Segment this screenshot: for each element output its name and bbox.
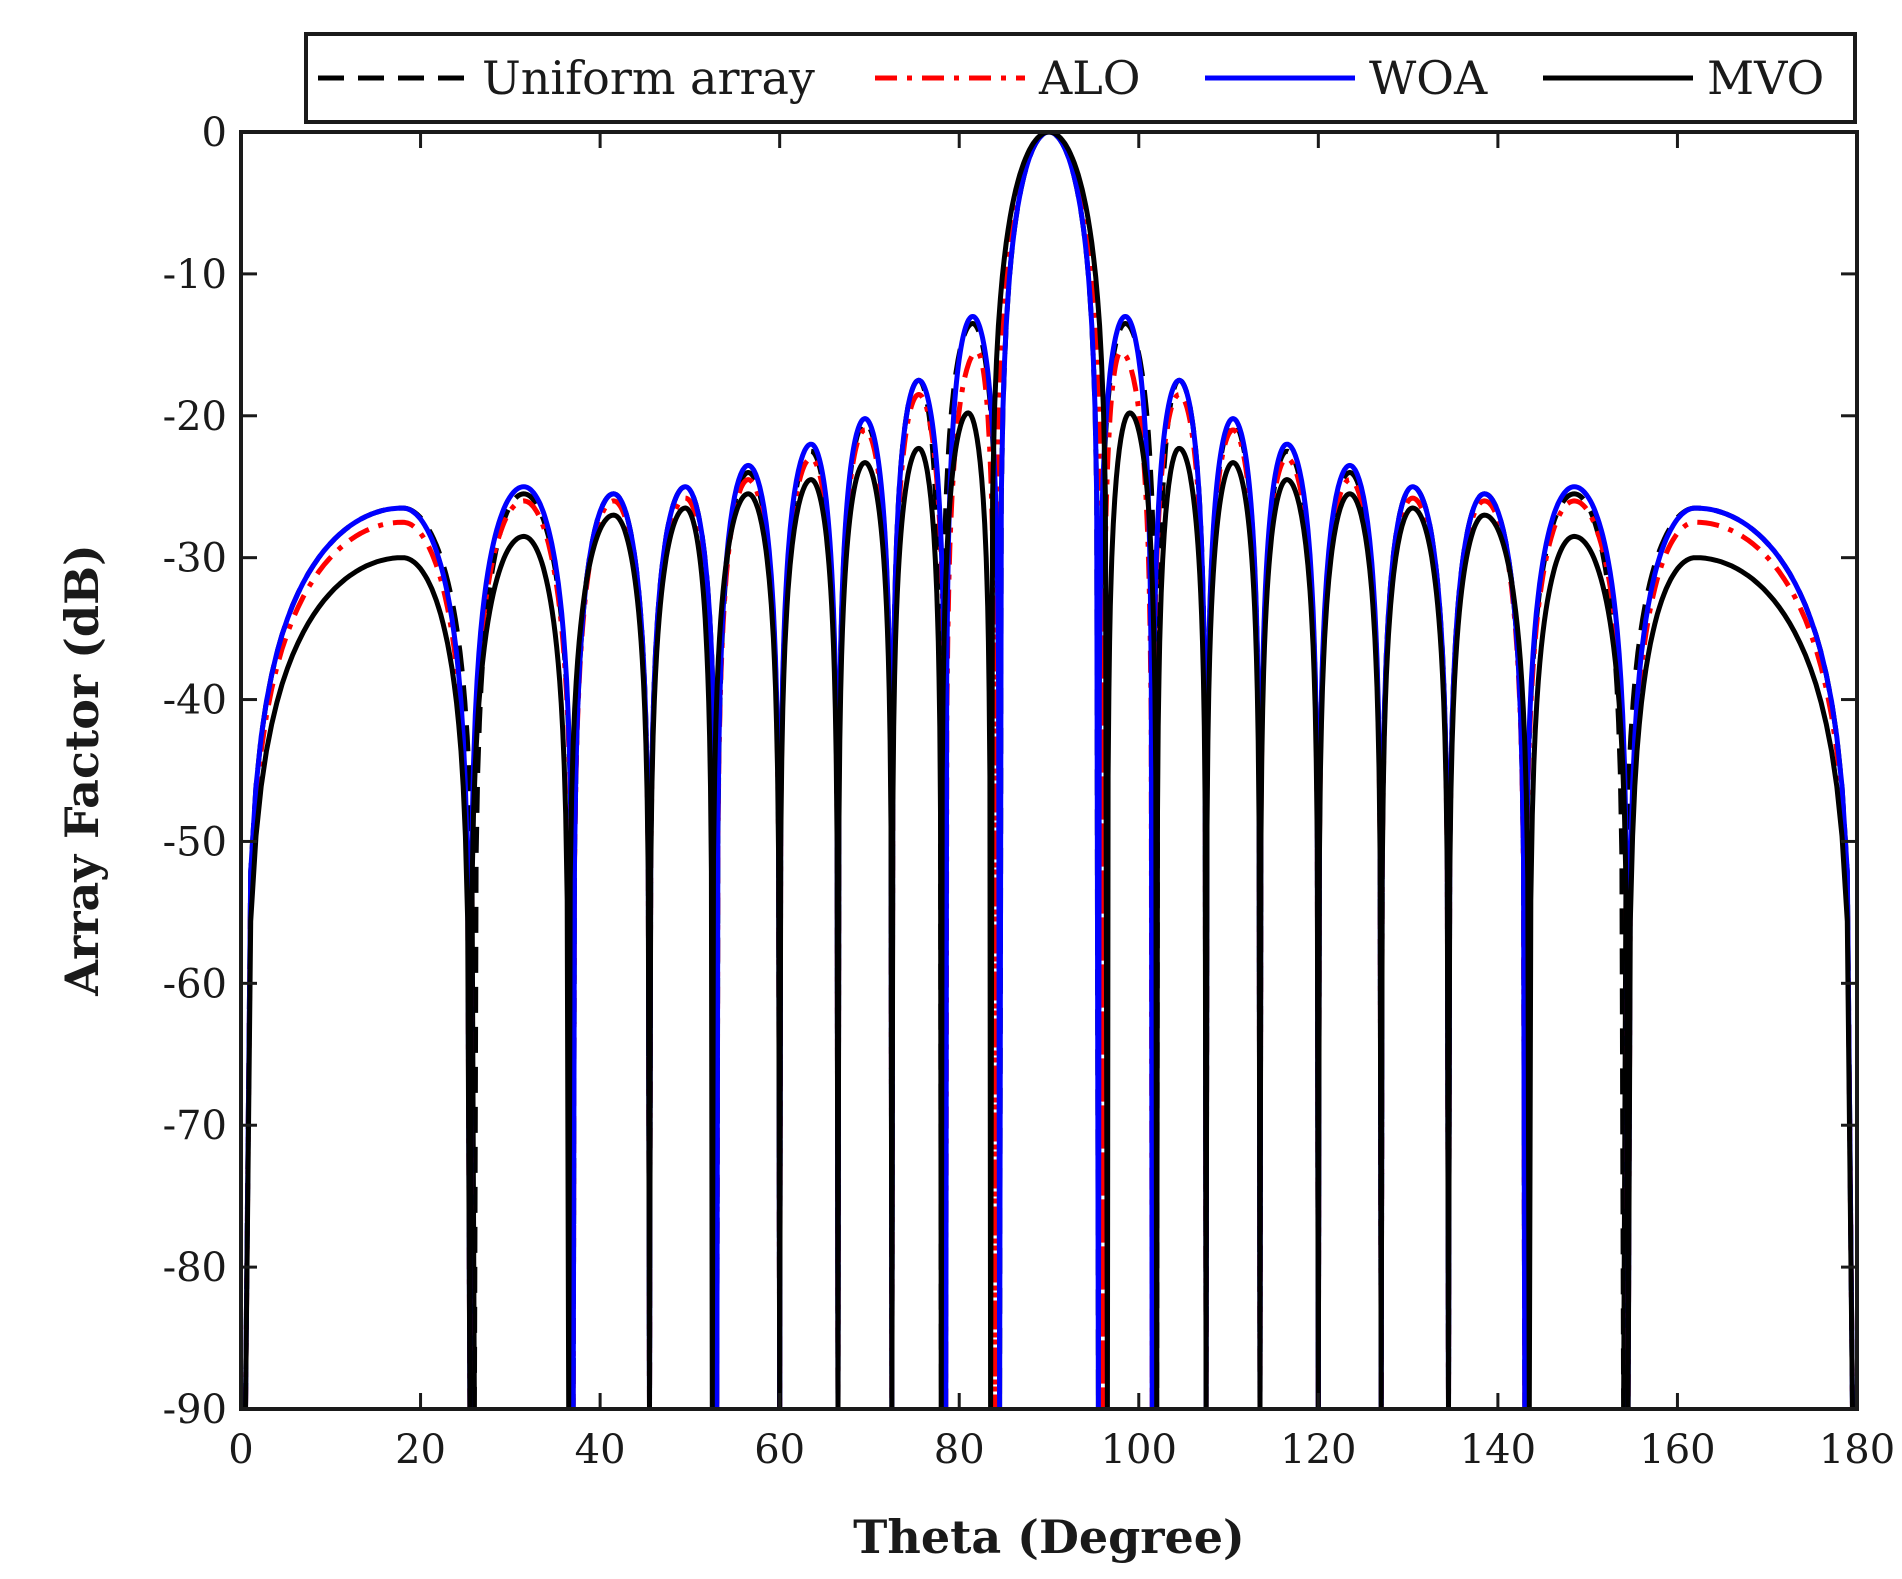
- y-tick-label: -10: [163, 252, 227, 298]
- x-tick-label: 120: [1280, 1427, 1356, 1473]
- x-tick-label: 40: [575, 1427, 626, 1473]
- x-tick-label: 60: [754, 1427, 805, 1473]
- legend-label: MVO: [1707, 51, 1824, 105]
- y-tick-label: -30: [163, 536, 227, 582]
- x-tick-label: 180: [1819, 1427, 1895, 1473]
- legend-label: ALO: [1038, 51, 1140, 105]
- y-axis-title: Array Factor (dB): [55, 544, 109, 996]
- legend-label: WOA: [1369, 51, 1488, 105]
- series-layer: [243, 132, 1855, 1409]
- y-tick-label: -50: [163, 819, 227, 865]
- series-line-uniform-array: [243, 132, 1855, 1409]
- y-tick-label: -70: [163, 1103, 227, 1149]
- y-tick-label: -20: [163, 394, 227, 440]
- x-axis-title: Theta (Degree): [853, 1510, 1245, 1564]
- series-line-alo: [243, 132, 1855, 1409]
- y-tick-label: -60: [163, 961, 227, 1007]
- y-tick-label: 0: [202, 110, 227, 156]
- series-line-woa: [243, 132, 1855, 1409]
- legend: Uniform array ALO WOA MVO: [318, 51, 1824, 105]
- x-tick-label: 160: [1639, 1427, 1715, 1473]
- x-tick-label: 0: [228, 1427, 253, 1473]
- plot-frame: [239, 130, 1859, 1411]
- series-line-mvo: [243, 132, 1855, 1409]
- legend-label: Uniform array: [482, 51, 815, 105]
- x-tick-label: 20: [395, 1427, 446, 1473]
- ticks-layer: 0 20 40 60 80 100 120 140 160 180 0 -10 -20 -30 -40 -50…: [163, 110, 1896, 1473]
- x-tick-label: 100: [1101, 1427, 1177, 1473]
- y-tick-label: -80: [163, 1245, 227, 1291]
- y-tick-label: -40: [163, 678, 227, 724]
- x-tick-label: 80: [934, 1427, 985, 1473]
- y-tick-label: -90: [163, 1387, 227, 1433]
- x-tick-label: 140: [1460, 1427, 1536, 1473]
